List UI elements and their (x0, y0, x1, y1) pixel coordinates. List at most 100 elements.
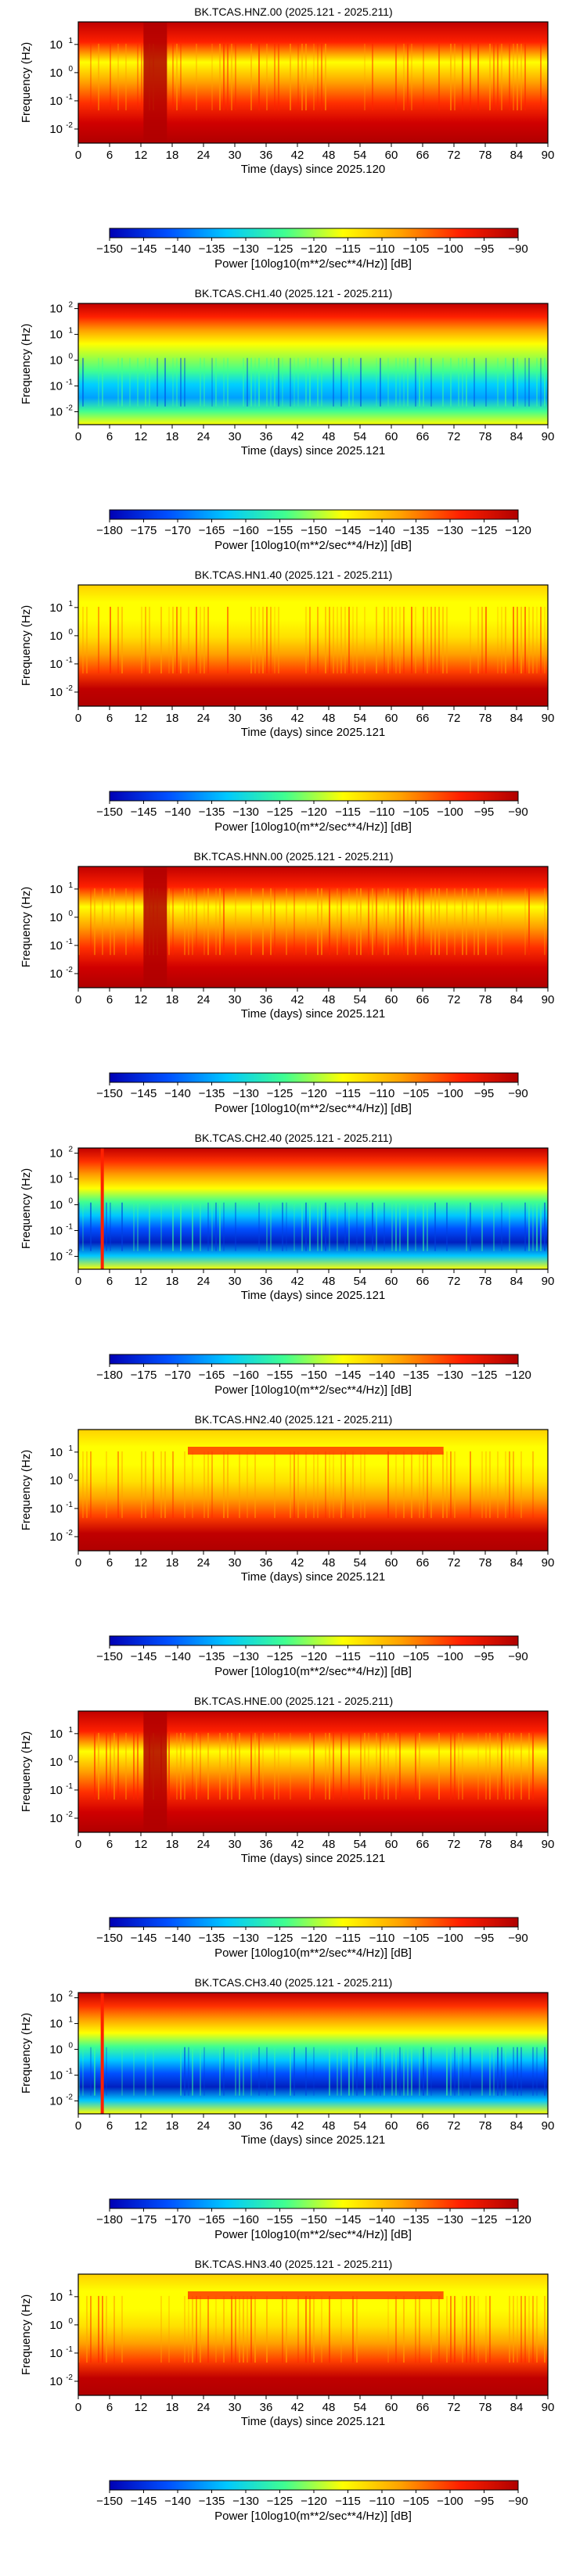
colorbar-tick-label: −115 (335, 2495, 361, 2508)
colorbar-tick-label: −135 (403, 524, 430, 537)
heatmap-column (481, 2047, 483, 2096)
heatmap-column (90, 2047, 92, 2096)
heatmap-column (223, 1202, 225, 1251)
data-gap-band (143, 1711, 167, 1832)
y-tick-label: 10 (49, 1446, 63, 1459)
heatmap-column (149, 357, 150, 407)
heatmap-column (309, 1732, 311, 1800)
heatmap-column (207, 1202, 209, 1251)
colorbar-tick-label: −130 (232, 805, 259, 819)
colorbar-tick-label: −150 (96, 242, 123, 256)
y-tick-label: 10 (49, 1474, 63, 1487)
heatmap-column (321, 888, 322, 956)
heatmap-column (520, 1732, 522, 1800)
heatmap-column (211, 357, 213, 407)
spectrogram-panel-4: BK.TCAS.HNN.00 (2025.121 - 2025.211)0 6 12… (20, 850, 554, 1115)
heatmap-column (192, 2047, 193, 2096)
y-tick-exponent: 0 (68, 2042, 73, 2050)
heatmap-column (391, 606, 393, 674)
x-tick-label: 48 (322, 2119, 336, 2133)
x-axis-label: Time (days) since 2025.121 (241, 1852, 386, 1865)
heatmap-column (497, 606, 499, 674)
spectrogram-panel-5: BK.TCAS.CH2.40 (2025.121 - 2025.211)0 6 12… (20, 1132, 554, 1397)
heatmap-column (157, 357, 158, 407)
heatmap-column (333, 357, 334, 407)
heatmap-column (532, 1732, 534, 1800)
y-axis-label: Frequency (Hz) (20, 1450, 33, 1530)
spectrogram-panel-6: BK.TCAS.HN2.40 (2025.121 - 2025.211)0 6 12… (20, 1413, 554, 1678)
colorbar-tick-label: −115 (335, 1650, 361, 1663)
heatmap-column (450, 2295, 452, 2363)
heatmap-column (333, 1732, 334, 1800)
y-tick-exponent: -2 (66, 966, 73, 974)
heatmap-column (254, 1451, 256, 1519)
heatmap-column (415, 2295, 416, 2363)
x-tick-label: 30 (229, 149, 242, 162)
heatmap-column (524, 888, 526, 956)
x-tick-label: 66 (416, 1556, 430, 1570)
x-tick-label: 54 (354, 1275, 367, 1288)
colorbar-tick-label: −145 (335, 524, 362, 537)
heatmap-column (430, 1451, 432, 1519)
heatmap-column (137, 43, 139, 111)
y-tick-exponent: 1 (68, 2016, 73, 2025)
heatmap-column (305, 1202, 307, 1251)
heatmap-column (485, 606, 487, 674)
heatmap-column (434, 606, 436, 674)
heatmap-column (121, 2295, 123, 2363)
x-tick-label: 24 (197, 1275, 211, 1288)
heatmap-column (203, 2047, 205, 2096)
heatmap-column (485, 1732, 487, 1800)
y-tick-label: 10 (49, 2018, 63, 2031)
heatmap-column (528, 357, 530, 407)
heatmap-column (317, 43, 319, 111)
plot-frame (77, 1147, 549, 1270)
heatmap-column (247, 1451, 248, 1519)
heatmap-column (133, 1202, 135, 1251)
heatmap-column (297, 357, 299, 407)
heatmap-column (145, 606, 146, 674)
x-tick-label: 60 (385, 2401, 398, 2414)
heatmap-column (262, 1732, 264, 1800)
heatmap-column (376, 606, 377, 674)
colorbar-tick-label: −120 (301, 805, 327, 819)
x-tick-label: 84 (510, 712, 524, 725)
heatmap-column (395, 606, 397, 674)
x-tick-label: 78 (479, 430, 492, 443)
heatmap-column (129, 357, 131, 407)
colorbar-label: Power [10log10(m**2/sec**4/Hz)] [dB] (214, 1102, 412, 1115)
colorbar-tick-label: −125 (267, 805, 294, 819)
heatmap-column (110, 1732, 111, 1800)
heatmap-column (430, 2295, 432, 2363)
y-axis-label: Frequency (Hz) (20, 1731, 33, 1812)
heatmap-column (477, 1732, 479, 1800)
heatmap-column (137, 1732, 139, 1800)
heatmap-column (90, 43, 92, 111)
x-tick-label: 66 (416, 2401, 430, 2414)
heatmap-column (520, 2047, 522, 2096)
heatmap-column (250, 1732, 252, 1800)
heatmap-column (172, 888, 174, 956)
heatmap-column (340, 606, 342, 674)
heatmap-cells (78, 1993, 548, 2114)
heatmap-column (329, 888, 330, 956)
colorbar (109, 2198, 519, 2209)
heatmap-column (110, 43, 111, 111)
heatmap-column (423, 43, 424, 111)
heatmap-column (395, 888, 397, 956)
heatmap-column (203, 888, 205, 956)
heatmap-column (513, 606, 514, 674)
y-tick-exponent: -2 (66, 1249, 73, 1258)
colorbar-tick-label: −140 (369, 2213, 395, 2226)
heatmap-column (294, 1451, 295, 1519)
heatmap-column (430, 2047, 432, 2096)
heatmap-column (113, 1732, 115, 1800)
heatmap-column (149, 1202, 150, 1251)
heatmap-column (438, 888, 440, 956)
heatmap-column (427, 606, 428, 674)
heatmap-column (415, 1732, 416, 1800)
colorbar-tick-label: −95 (474, 1087, 494, 1100)
colorbar-label: Power [10log10(m**2/sec**4/Hz)] [dB] (214, 2510, 412, 2523)
y-tick-exponent: -2 (66, 404, 73, 413)
heatmap-column (446, 1202, 448, 1251)
